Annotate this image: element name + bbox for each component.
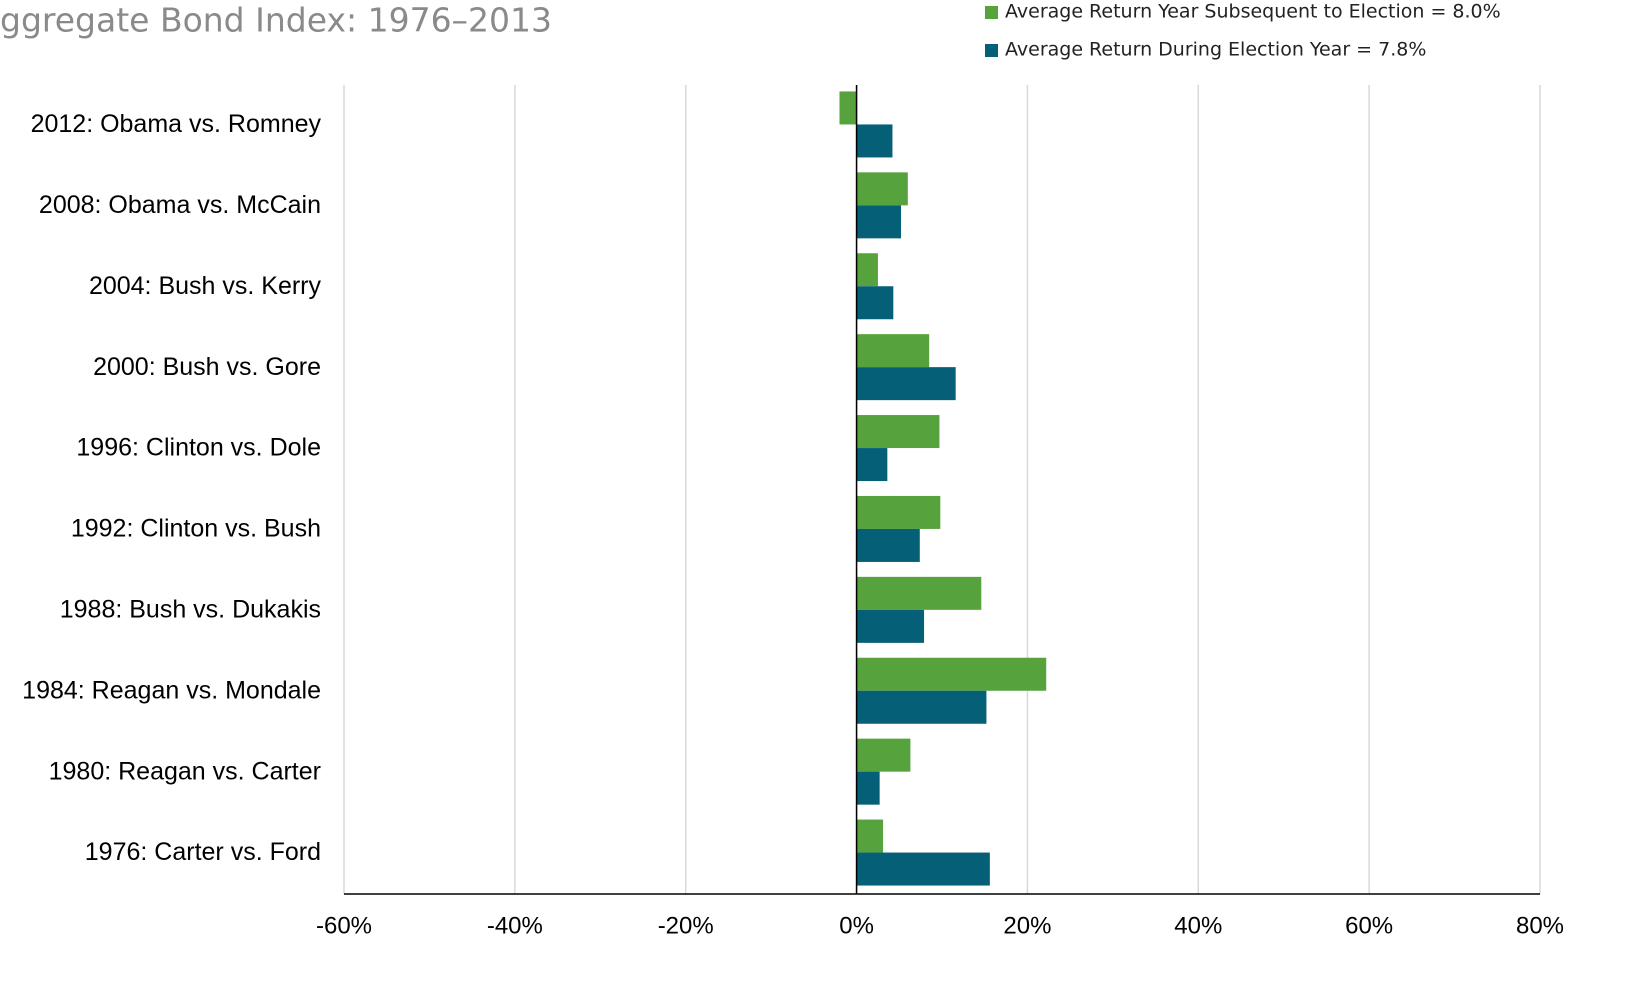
bar	[856, 495, 941, 529]
bar	[856, 528, 920, 562]
bar	[856, 205, 901, 239]
legend-swatch	[985, 6, 998, 19]
bar	[856, 253, 878, 287]
y-tick-label: 1976: Carter vs. Ford	[85, 838, 321, 866]
bar	[856, 367, 956, 401]
bar	[856, 771, 880, 805]
y-tick-label: 2000: Bush vs. Gore	[93, 353, 321, 381]
y-tick-label: 1984: Reagan vs. Mondale	[22, 676, 321, 704]
y-tick-label: 1996: Clinton vs. Dole	[76, 434, 321, 462]
y-tick-label: 1992: Clinton vs. Bush	[71, 515, 321, 543]
bar	[856, 415, 940, 449]
legend-label: Average Return Year Subsequent to Electi…	[1005, 1, 1501, 23]
bar	[856, 172, 908, 206]
x-tick-label: -60%	[316, 912, 372, 939]
y-tick-label: 1988: Bush vs. Dukakis	[60, 595, 321, 623]
bar	[856, 819, 884, 853]
bar	[856, 609, 925, 643]
y-tick-label: 2004: Bush vs. Kerry	[89, 272, 322, 300]
y-tick-label: 2008: Obama vs. McCain	[39, 191, 321, 219]
bar	[856, 657, 1047, 691]
x-tick-label: 20%	[1003, 912, 1051, 939]
x-tick-label: 60%	[1345, 912, 1393, 939]
bar	[856, 286, 894, 320]
legend-label: Average Return During Election Year = 7.…	[1005, 39, 1426, 61]
x-tick-label: 40%	[1174, 912, 1222, 939]
bar	[839, 91, 857, 125]
x-tick-label: 80%	[1516, 912, 1564, 939]
x-tick-label: -20%	[658, 912, 714, 939]
bar	[856, 738, 911, 772]
x-tick-label: -40%	[487, 912, 543, 939]
bar	[856, 576, 982, 610]
y-tick-label: 1980: Reagan vs. Carter	[49, 757, 321, 785]
bar	[856, 334, 930, 368]
bar	[856, 690, 987, 724]
legend-swatch	[985, 44, 998, 57]
bar	[856, 124, 893, 158]
bar	[856, 448, 888, 482]
bar	[856, 852, 990, 886]
chart-title: ggregate Bond Index: 1976–2013	[0, 1, 552, 40]
x-tick-label: 0%	[839, 912, 874, 939]
y-tick-label: 2012: Obama vs. Romney	[31, 110, 322, 138]
